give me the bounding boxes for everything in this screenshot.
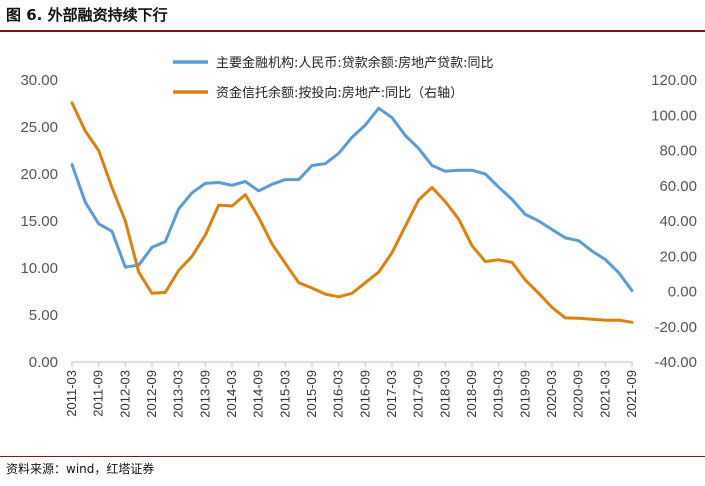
figure-title: 图 6. 外部融资持续下行 [6,6,168,24]
x-tick-label: 2017-09 [411,370,426,418]
right-tick-label: 80.00 [659,143,697,160]
legend-label-trust: 资金信托余额:按投向:房地产:同比（右轴） [216,85,463,101]
chart-legend: 主要金融机构:人民币:贷款余额:房地产贷款:同比 资金信托余额:按投向:房地产:… [173,55,494,101]
x-tick-label: 2014-09 [251,370,266,418]
left-tick-label: 30.00 [20,72,58,89]
x-tick-label: 2019-03 [491,370,506,418]
title-divider [0,30,705,32]
x-tick-label: 2020-09 [571,370,586,418]
right-tick-label: -40.00 [654,354,697,371]
right-tick-label: 120.00 [651,72,697,89]
x-tick-label: 2015-09 [304,370,319,418]
chart-svg: 0.00 5.00 10.00 15.00 20.00 25.00 30.00 -40.00… [20,55,697,418]
x-tick-label: 2015-03 [277,370,292,418]
legend-label-loans: 主要金融机构:人民币:贷款余额:房地产贷款:同比 [216,55,494,71]
x-tick-label: 2019-09 [517,370,532,418]
x-tick-label: 2014-03 [224,370,239,418]
x-tick-label: 2017-03 [384,370,399,418]
x-tick-label: 2016-03 [331,370,346,418]
right-tick-label: 20.00 [659,248,697,265]
x-tick-label: 2012-09 [144,370,159,418]
x-tick-label: 2021-03 [597,370,612,418]
left-tick-label: 15.00 [20,213,58,230]
x-tick-label: 2018-09 [464,370,479,418]
right-tick-label: -20.00 [654,319,697,336]
left-tick-label: 0.00 [29,354,58,371]
right-axis-ticks: -40.00 -20.00 0.00 20.00 40.00 60.00 80.00 100.… [651,72,697,371]
left-tick-label: 5.00 [29,307,58,324]
source-note: 资料来源：wind，红塔证券 [6,462,155,476]
left-axis-ticks: 0.00 5.00 10.00 15.00 20.00 25.00 30.00 [20,72,58,371]
x-tick-label: 2016-09 [357,370,372,418]
x-axis-ticks: 2011-03 2011-09 2012-03 2012-09 2013-03 2013-… [64,362,639,418]
x-tick-label: 2018-03 [437,370,452,418]
x-tick-label: 2011-03 [64,370,79,417]
right-tick-label: 100.00 [651,107,697,124]
footer-divider [0,456,705,457]
series-layer [70,101,634,324]
left-tick-label: 10.00 [20,260,58,277]
x-tick-label: 2013-03 [171,370,186,418]
right-tick-label: 0.00 [668,284,697,301]
right-tick-label: 60.00 [659,178,697,195]
x-tick-label: 2013-09 [197,370,212,418]
left-tick-label: 25.00 [20,119,58,136]
series-line-trust [70,101,634,324]
right-tick-label: 40.00 [659,213,697,230]
x-tick-label: 2011-09 [91,370,106,417]
left-tick-label: 20.00 [20,166,58,183]
x-tick-label: 2021-09 [624,370,639,418]
x-tick-label: 2012-03 [117,370,132,418]
series-line-loans [70,106,634,293]
x-tick-label: 2020-03 [544,370,559,418]
